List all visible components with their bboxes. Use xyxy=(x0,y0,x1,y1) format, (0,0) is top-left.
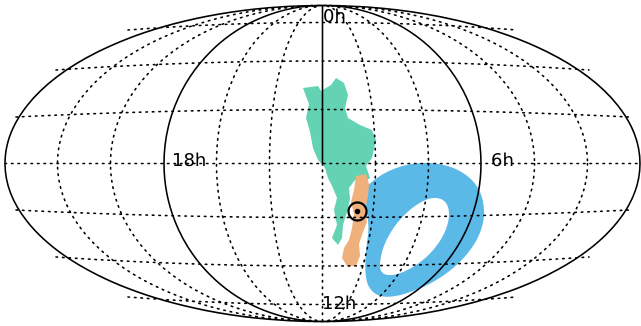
target-circle-icon xyxy=(347,201,368,222)
ra-label-0h: 0h xyxy=(323,6,346,27)
ra-label-18h: 18h xyxy=(172,150,206,171)
parallel-line xyxy=(127,296,518,306)
projection-outlines xyxy=(4,4,641,323)
green-region xyxy=(303,78,376,245)
ra-label-12h: 12h xyxy=(322,293,356,314)
parallel-line xyxy=(55,256,590,267)
ra-label-6h: 6h xyxy=(491,150,514,171)
